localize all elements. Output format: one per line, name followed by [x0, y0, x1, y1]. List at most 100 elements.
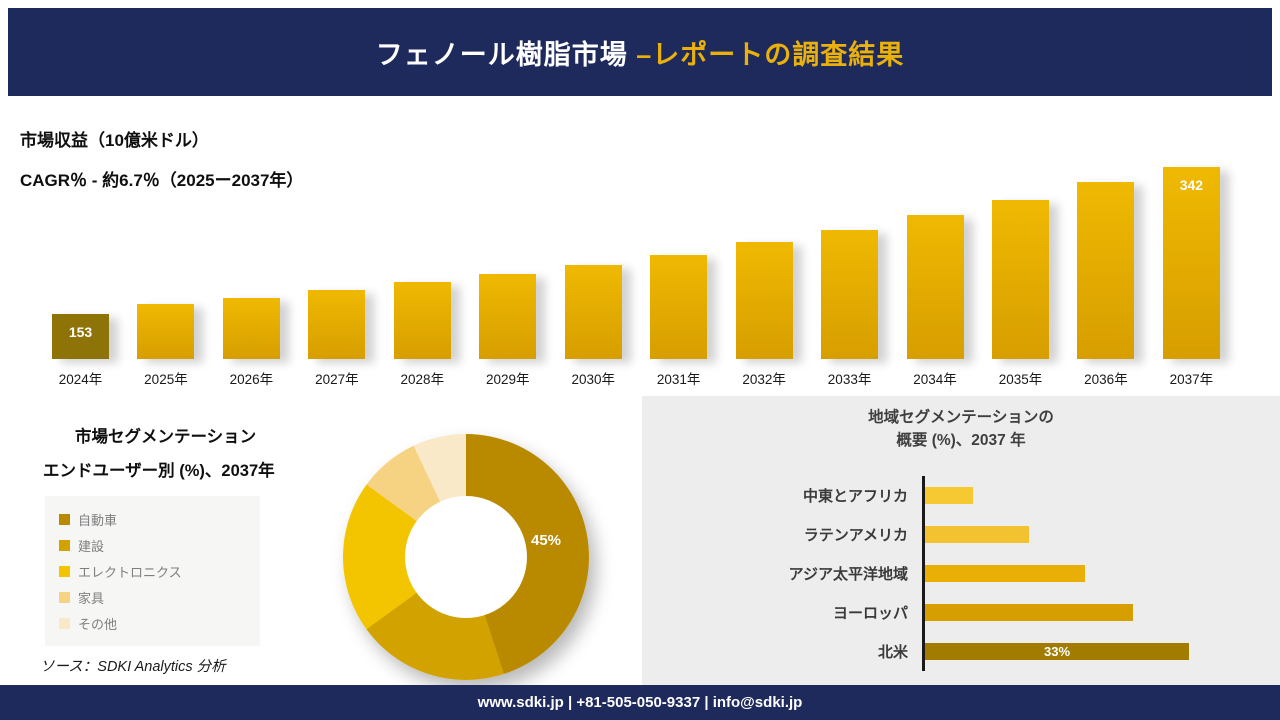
- regional-title-line1: 地域セグメンテーションの: [868, 409, 1054, 426]
- revenue-bar-column: 2028年: [393, 282, 451, 388]
- donut-wrap: 45%: [343, 434, 589, 680]
- regional-title: 地域セグメンテーションの 概要 (%)、2037 年: [642, 406, 1280, 452]
- regional-bar-row: 中東とアフリカ: [642, 476, 1280, 515]
- revenue-x-axis-label: 2025年: [144, 372, 188, 387]
- regional-bar-label: ラテンアメリカ: [803, 527, 908, 544]
- revenue-bar-column: 2026年: [222, 298, 280, 388]
- bottom-section: 市場セグメンテーション エンドユーザー別 (%)、2037年 自動車建設エレクト…: [0, 396, 1280, 686]
- revenue-bar: [308, 290, 366, 359]
- regional-bar-row: ヨーロッパ: [642, 593, 1280, 632]
- revenue-bar-value-label: 342: [1179, 177, 1204, 193]
- revenue-bar: [906, 215, 964, 359]
- revenue-bar-column: 2036年: [1077, 182, 1135, 388]
- regional-panel: 地域セグメンテーションの 概要 (%)、2037 年 中東とアフリカ ラテンアメリ…: [642, 396, 1280, 686]
- regional-bar: [925, 565, 1085, 582]
- revenue-x-axis-label: 2037年: [1169, 372, 1214, 387]
- revenue-bar: [735, 242, 793, 359]
- source-note: ソース：SDKI Analytics 分析: [40, 659, 226, 675]
- regional-bar-label: 中東とアフリカ: [802, 488, 908, 505]
- header-banner: フェノール樹脂市場 –レポートの調査結果: [8, 8, 1272, 96]
- revenue-x-axis-label: 2029年: [485, 372, 530, 387]
- footer-contact: www.sdki.jp | +81-505-050-9337 | info@sd…: [477, 694, 803, 711]
- regional-bar-track: 33%: [922, 632, 1280, 671]
- legend-item: その他: [59, 610, 260, 636]
- revenue-bar-chart: 153 2024年 2025年 2026年 2027年 2028年 2029年 2030年 20…: [52, 167, 1220, 388]
- revenue-x-axis-label: 2026年: [229, 372, 274, 387]
- revenue-bar: [564, 265, 622, 359]
- revenue-bar-value-label: 153: [68, 324, 93, 340]
- revenue-bar: [1077, 182, 1135, 359]
- revenue-bar-column: 2031年: [650, 255, 708, 388]
- page-title-main: フェノール樹脂市場: [375, 39, 637, 70]
- revenue-x-axis-label: 2033年: [827, 372, 872, 387]
- regional-bar-row: アジア太平洋地域: [642, 554, 1280, 593]
- regional-bar-label: アジア太平洋地域: [788, 566, 908, 583]
- revenue-x-axis-label: 2031年: [656, 372, 701, 387]
- revenue-section: 市場収益（10億米ドル） CAGR％ - 約6.7％（2025ー2037年） 1…: [0, 96, 1280, 396]
- revenue-x-axis-label: 2035年: [998, 372, 1043, 387]
- revenue-bar-column: 2030年: [564, 265, 622, 388]
- regional-bar-chart: 中東とアフリカ ラテンアメリカアジア太平洋地域ヨーロッパ北米 33%: [642, 476, 1280, 671]
- revenue-bar: [650, 255, 708, 359]
- revenue-bar-column: 153 2024年: [52, 314, 109, 388]
- revenue-x-axis-label: 2030年: [571, 372, 615, 387]
- revenue-bar-column: 2032年: [735, 242, 793, 388]
- revenue-bar-column: 2025年: [137, 304, 195, 388]
- regional-bar-value-label: 33%: [1043, 644, 1071, 659]
- revenue-bar: [137, 304, 195, 359]
- revenue-bar-column: 2034年: [906, 215, 964, 388]
- segmentation-subtitle: エンドユーザー別 (%)、2037年: [43, 462, 275, 480]
- legend-label: エレクトロニクス: [78, 564, 182, 580]
- regional-bar-row: ラテンアメリカ: [642, 515, 1280, 554]
- legend-item: 建設: [59, 532, 260, 558]
- revenue-bar: 153: [52, 314, 109, 359]
- revenue-bar: [479, 274, 537, 359]
- regional-bar-label: 北米: [877, 644, 908, 661]
- legend-label: 家具: [78, 590, 105, 606]
- regional-bar-track: [922, 515, 1280, 554]
- legend-swatch-icon: [59, 565, 70, 577]
- legend-swatch-icon: [59, 591, 70, 603]
- revenue-bar-column: 2033年: [821, 230, 879, 388]
- regional-bar-track: [922, 476, 1280, 515]
- revenue-x-axis-label: 2032年: [742, 372, 786, 387]
- legend-item: エレクトロニクス: [59, 558, 260, 584]
- revenue-x-axis-label: 2024年: [58, 372, 103, 387]
- revenue-bar: [222, 298, 280, 359]
- regional-bar: [925, 604, 1133, 621]
- page-title: フェノール樹脂市場 –レポートの調査結果: [376, 33, 905, 72]
- legend-item: 家具: [59, 584, 260, 610]
- footer-banner: www.sdki.jp | +81-505-050-9337 | info@sd…: [0, 685, 1280, 720]
- legend-label: その他: [78, 616, 118, 632]
- revenue-bar: 342: [1162, 167, 1220, 359]
- revenue-metric-label: 市場収益（10億米ドル）: [20, 131, 209, 150]
- page-title-accent: –レポートの調査結果: [636, 39, 905, 70]
- revenue-bar: [991, 200, 1049, 359]
- donut-value-label: 45%: [531, 532, 562, 549]
- donut-hole: [405, 496, 527, 618]
- revenue-x-axis-label: 2027年: [315, 372, 359, 387]
- revenue-x-axis-label: 2036年: [1084, 372, 1128, 387]
- revenue-cagr-label: CAGR％ - 約6.7％（2025ー2037年）: [20, 171, 304, 190]
- legend-swatch-icon: [59, 513, 70, 525]
- regional-bar-label: ヨーロッパ: [832, 605, 908, 622]
- revenue-bar-column: 2029年: [479, 274, 537, 388]
- regional-bar: [925, 487, 973, 504]
- segmentation-panel: 市場セグメンテーション エンドユーザー別 (%)、2037年 自動車建設エレクト…: [0, 396, 642, 686]
- legend-swatch-icon: [59, 617, 70, 629]
- revenue-bar-column: 2027年: [308, 290, 366, 388]
- revenue-bar-column: 342 2037年: [1162, 167, 1220, 388]
- donut-legend: 自動車建設エレクトロニクス 家具その他: [45, 496, 260, 646]
- legend-label: 自動車: [78, 512, 118, 528]
- regional-bar-track: [922, 554, 1280, 593]
- regional-bar: [925, 526, 1029, 543]
- revenue-x-axis-label: 2028年: [400, 372, 445, 387]
- segmentation-title: 市場セグメンテーション: [75, 428, 257, 446]
- revenue-x-axis-label: 2034年: [913, 372, 957, 387]
- legend-label: 建設: [78, 538, 105, 554]
- revenue-bar-column: 2035年: [991, 200, 1049, 388]
- regional-bar-track: [922, 593, 1280, 632]
- regional-bar: 33%: [925, 643, 1189, 660]
- revenue-heading: 市場収益（10億米ドル） CAGR％ - 約6.7％（2025ー2037年）: [20, 126, 303, 206]
